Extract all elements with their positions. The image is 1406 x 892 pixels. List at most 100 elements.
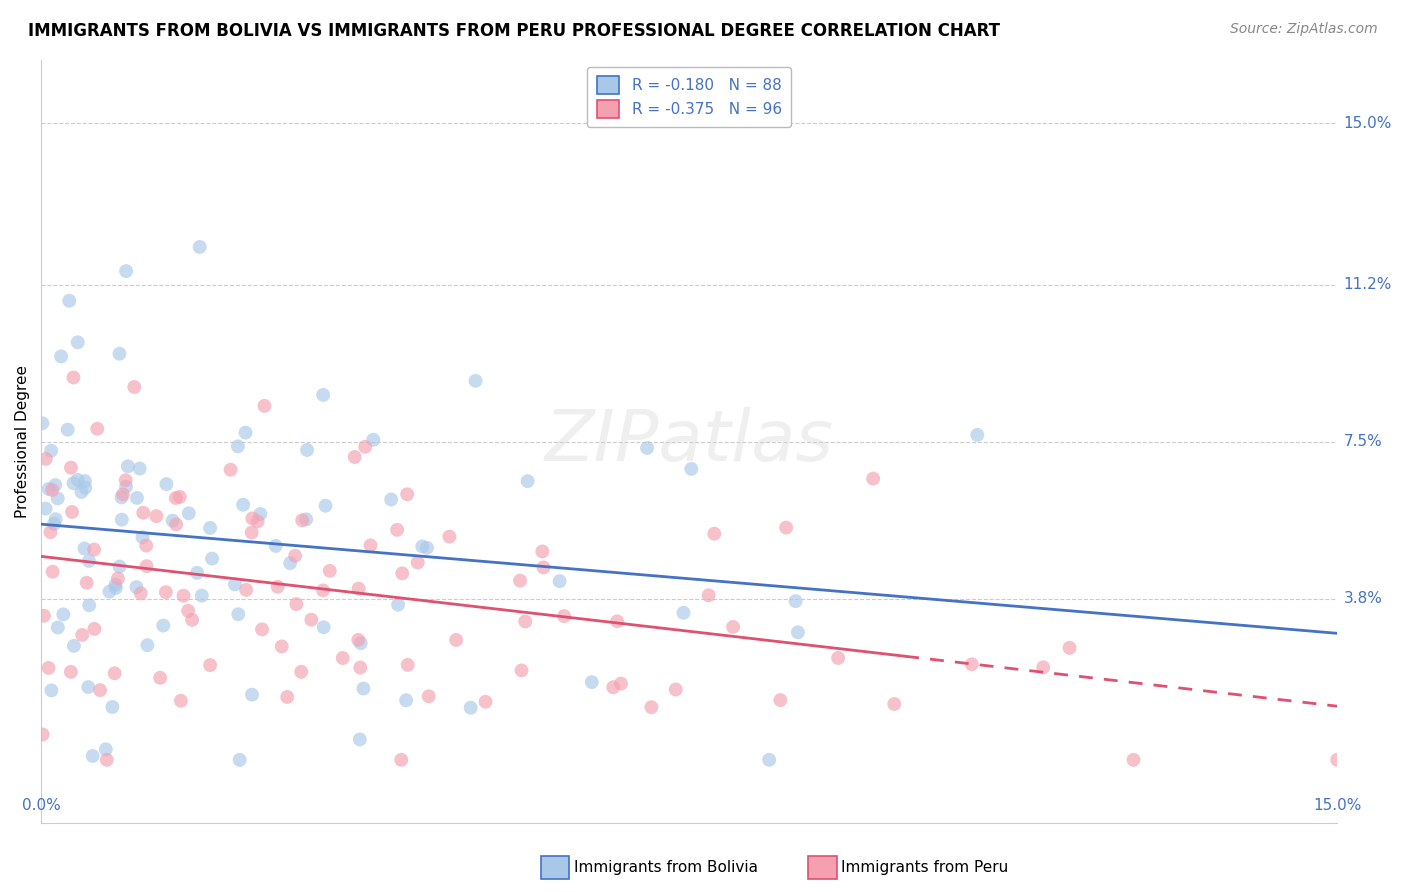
Point <box>111 513 134 527</box>
Point <box>62 476 84 491</box>
Point <box>240 511 263 525</box>
Point <box>70 485 93 500</box>
Text: ZIPatlas: ZIPatlas <box>544 407 834 476</box>
Point <box>60 505 83 519</box>
Point <box>1059 640 1081 655</box>
Point <box>191 589 214 603</box>
Point <box>177 604 200 618</box>
Point <box>515 615 537 629</box>
Point <box>132 506 155 520</box>
Point <box>228 753 250 767</box>
Point <box>115 480 138 494</box>
Point <box>117 459 139 474</box>
Text: Immigrants from Bolivia: Immigrants from Bolivia <box>574 860 758 875</box>
Point <box>553 609 575 624</box>
Point <box>602 680 624 694</box>
Point <box>186 566 208 580</box>
Point <box>775 520 797 534</box>
Point <box>533 560 555 574</box>
Point <box>73 541 96 556</box>
Point <box>385 523 408 537</box>
Point <box>39 525 62 540</box>
Point <box>41 483 63 497</box>
Point <box>66 473 89 487</box>
Point <box>59 665 82 679</box>
Point <box>319 564 342 578</box>
Point <box>83 542 105 557</box>
Point <box>45 512 67 526</box>
Point <box>1032 660 1054 674</box>
Point <box>198 521 221 535</box>
Point <box>135 559 157 574</box>
Point <box>96 753 118 767</box>
Point <box>226 607 249 622</box>
Point <box>240 688 263 702</box>
Legend: R = -0.180   N = 88, R = -0.375   N = 96: R = -0.180 N = 88, R = -0.375 N = 96 <box>588 67 792 127</box>
Point <box>44 478 66 492</box>
Point <box>531 544 554 558</box>
Point <box>42 516 65 531</box>
Point <box>347 582 370 596</box>
Point <box>70 628 93 642</box>
Point <box>395 693 418 707</box>
Point <box>107 572 129 586</box>
Point <box>827 651 849 665</box>
Point <box>291 513 314 527</box>
Point <box>396 487 419 501</box>
Point <box>98 584 121 599</box>
Point <box>350 636 373 650</box>
Point <box>285 597 308 611</box>
Point <box>56 423 79 437</box>
Point <box>46 491 69 506</box>
Point <box>128 461 150 475</box>
Point <box>235 425 257 440</box>
Point <box>315 499 337 513</box>
Point <box>464 374 486 388</box>
Point <box>295 512 318 526</box>
Point <box>444 632 467 647</box>
Point <box>640 700 662 714</box>
Point <box>548 574 571 588</box>
Point <box>312 388 335 402</box>
Point <box>62 370 84 384</box>
Point <box>391 566 413 581</box>
Point <box>31 417 53 431</box>
Point <box>198 658 221 673</box>
Point <box>181 613 204 627</box>
Point <box>883 697 905 711</box>
Point <box>115 264 138 278</box>
Point <box>697 588 720 602</box>
Point <box>149 671 172 685</box>
Point <box>474 695 496 709</box>
Point <box>82 749 104 764</box>
Point <box>862 472 884 486</box>
Point <box>253 399 276 413</box>
Point <box>290 665 312 679</box>
Point <box>129 586 152 600</box>
Point <box>284 549 307 563</box>
Point <box>418 690 440 704</box>
Point <box>299 613 322 627</box>
Text: 15.0%: 15.0% <box>1344 116 1392 131</box>
Point <box>63 639 86 653</box>
Point <box>606 615 628 629</box>
Point <box>34 501 56 516</box>
Point <box>295 442 318 457</box>
Point <box>249 507 271 521</box>
Point <box>77 599 100 613</box>
Point <box>125 491 148 505</box>
Point <box>136 638 159 652</box>
Point <box>276 690 298 704</box>
Point <box>58 293 80 308</box>
Point <box>188 240 211 254</box>
Text: 7.5%: 7.5% <box>1344 434 1382 449</box>
Point <box>49 350 72 364</box>
Point <box>416 541 439 555</box>
Point <box>201 551 224 566</box>
Y-axis label: Professional Degree: Professional Degree <box>15 365 30 518</box>
Point <box>170 694 193 708</box>
Point <box>110 491 132 505</box>
Point <box>38 661 60 675</box>
Text: 11.2%: 11.2% <box>1344 277 1392 292</box>
Point <box>681 462 703 476</box>
